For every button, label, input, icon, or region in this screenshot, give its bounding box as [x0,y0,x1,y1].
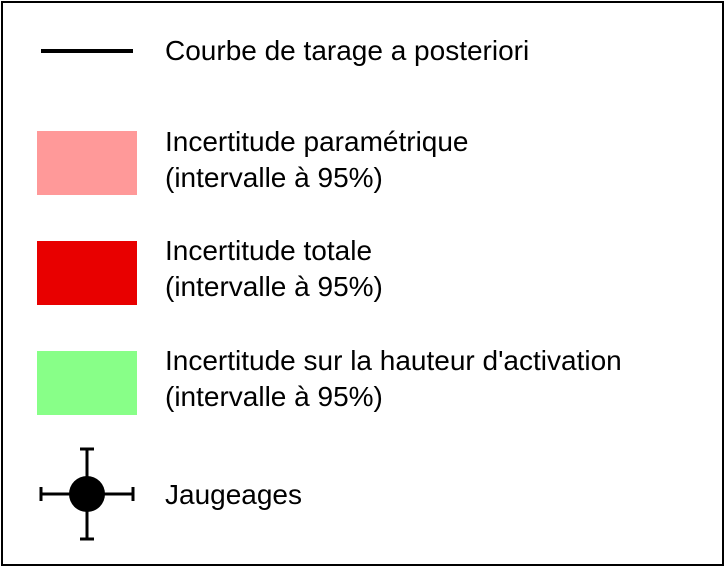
legend-swatch-activation-height-uncertainty [37,351,137,415]
legend-label-gaugings-text: Jaugeages [165,479,303,510]
legend-label-parametric-line2: (intervalle à 95%) [165,162,383,193]
legend-label-total-line1: Incertitude totale [165,235,373,266]
legend-swatch-total-uncertainty [37,241,137,305]
legend-label-activation-height-uncertainty: Incertitude sur la hauteur d'activation … [165,343,622,415]
legend-label-total-line2: (intervalle à 95%) [165,271,383,302]
legend-label-activation-line1: Incertitude sur la hauteur d'activation [165,345,622,376]
legend-label-gaugings: Jaugeages [165,477,302,513]
legend-line-symbol [41,49,133,53]
legend-label-posterior-curve: Courbe de tarage a posteriori [165,33,529,69]
legend-swatch-parametric-uncertainty [37,131,137,195]
legend-gauging-symbol [39,447,135,541]
legend-label-activation-line2: (intervalle à 95%) [165,381,383,412]
legend-label-parametric-uncertainty: Incertitude paramétrique (intervalle à 9… [165,124,469,196]
legend-label-parametric-line1: Incertitude paramétrique [165,126,469,157]
legend-label-total-uncertainty: Incertitude totale (intervalle à 95%) [165,233,383,305]
legend-label-posterior-curve-text: Courbe de tarage a posteriori [165,35,530,66]
gauging-point [69,476,105,512]
